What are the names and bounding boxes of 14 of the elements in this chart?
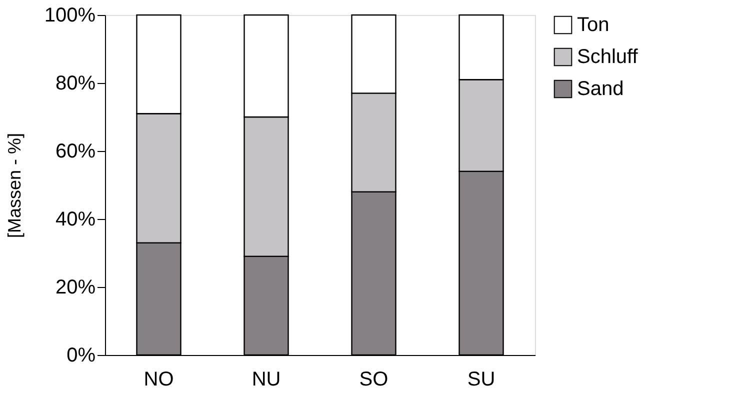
y-tick-label: 60% [55,140,96,162]
y-tick-label: 100% [44,4,96,26]
y-axis-title: [Massen - %] [4,132,24,238]
y-tick-label: 0% [66,344,96,366]
y-tick-label: 80% [55,72,96,94]
legend-label: Schluff [577,46,638,68]
y-tick-label: 40% [55,208,96,230]
y-tick-label: 20% [55,276,96,298]
x-tick-label: NO [144,368,174,390]
x-tick-label: SU [467,368,496,390]
legend-label: Ton [577,14,610,36]
legend-label: Sand [577,78,624,100]
x-tick-label: NU [252,368,281,390]
x-tick-label: SO [359,368,388,390]
